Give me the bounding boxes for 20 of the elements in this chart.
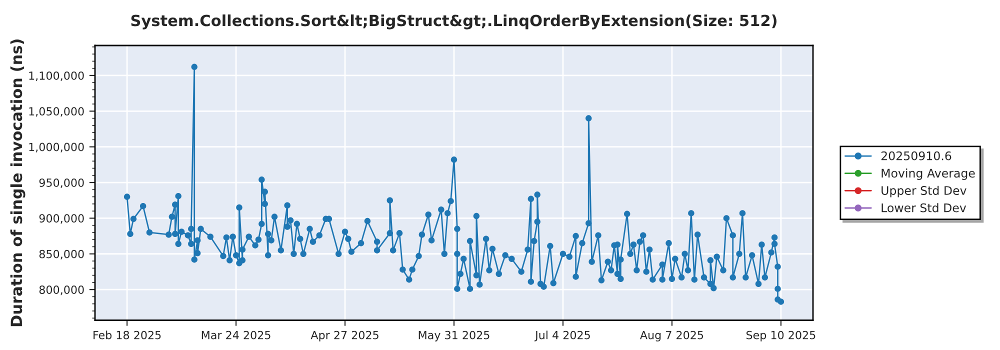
legend-label: Upper Std Dev (882, 186, 966, 198)
x-tick-label: Aug 7 2025 (640, 330, 704, 342)
x-tick-label: Jul 4 2025 (534, 330, 590, 342)
x-tick-label: Feb 18 2025 (94, 330, 161, 340)
y-tick-label: 850,000 (39, 250, 84, 260)
chart-title: System.Collections.Sort&lt;BigStruct&gt;.LinqOrderByExtension(Size: 512) (131, 14, 776, 30)
y-tick-label: 900,000 (39, 214, 84, 224)
legend-label: Lower Std Dev (882, 203, 966, 212)
x-tick-label: May 31 2025 (418, 330, 490, 342)
legend-label: Moving Average (882, 168, 975, 180)
x-tick-label: Sep 10 2025 (746, 330, 816, 342)
x-tick-label: Apr 27 2025 (310, 330, 378, 342)
x-tick-label: Mar 24 2025 (202, 330, 270, 340)
y-tick-label: 1,100,000 (29, 71, 84, 81)
y-tick-label: 800,000 (39, 286, 84, 296)
y-axis-title: Duration of single invocation (ns) (10, 40, 26, 326)
legend-label: 20250910.6 (881, 151, 952, 160)
y-tick-label: 1,000,000 (29, 142, 84, 152)
y-tick-label: 1,050,000 (29, 107, 84, 117)
y-tick-label: 950,000 (39, 178, 84, 188)
